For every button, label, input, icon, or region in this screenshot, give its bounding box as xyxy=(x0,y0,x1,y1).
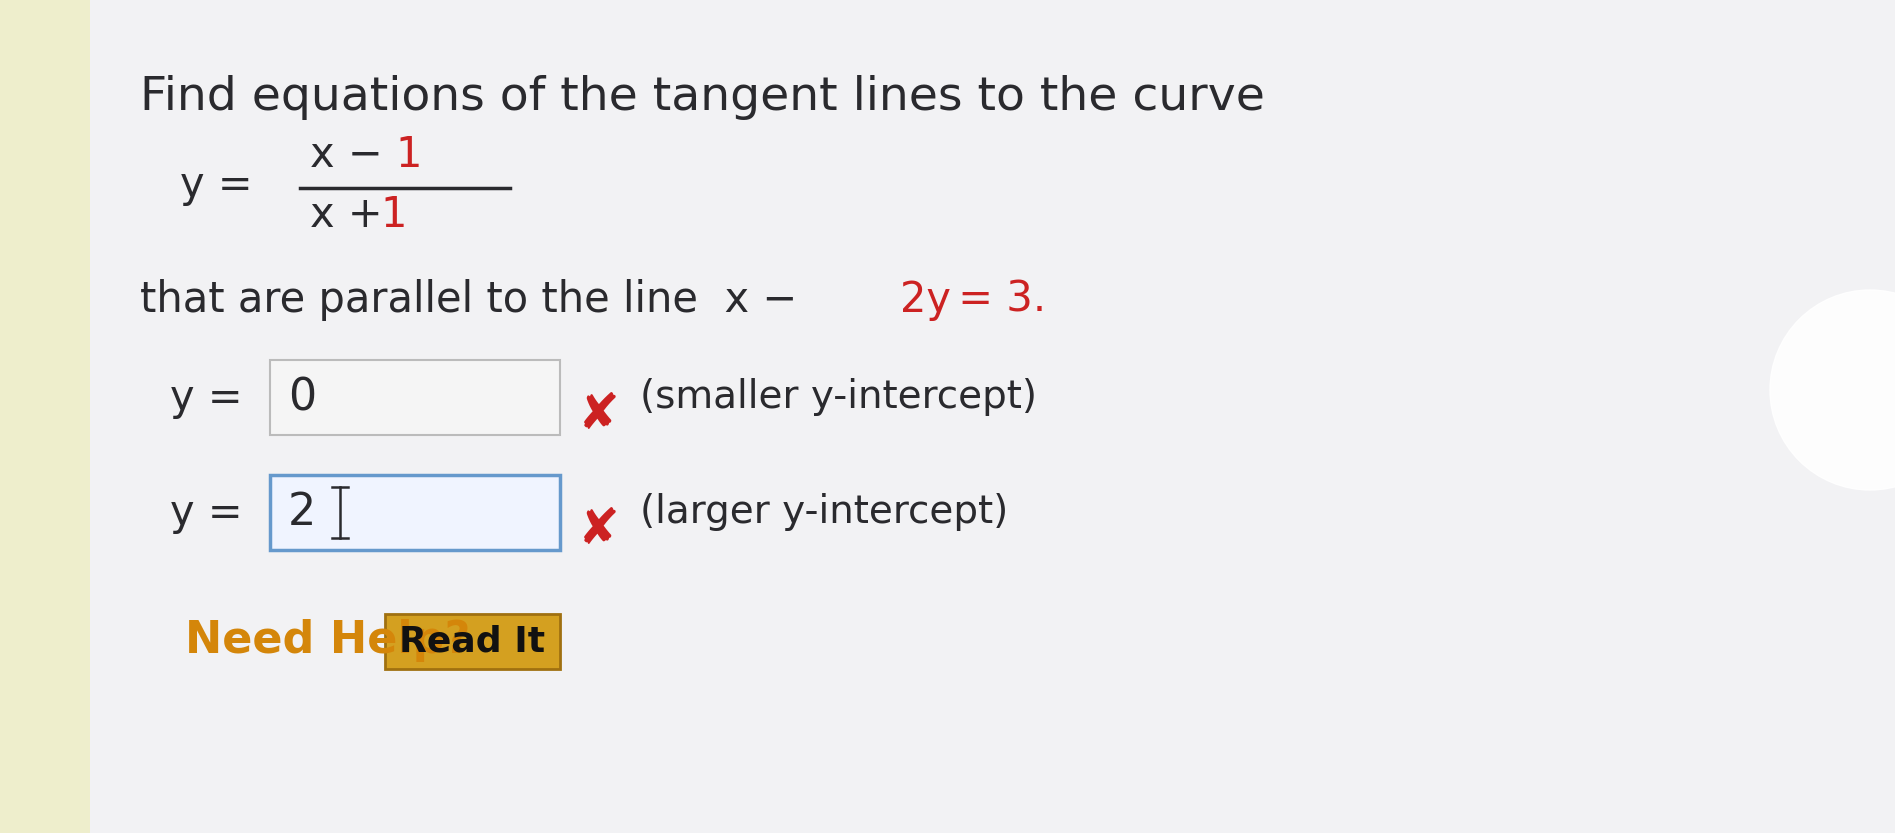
Text: ✘: ✘ xyxy=(578,391,620,439)
Text: Find equations of the tangent lines to the curve: Find equations of the tangent lines to t… xyxy=(140,75,1264,120)
FancyBboxPatch shape xyxy=(269,360,561,435)
FancyBboxPatch shape xyxy=(269,475,561,550)
Circle shape xyxy=(1770,290,1895,490)
Text: ✘: ✘ xyxy=(578,506,620,554)
Text: 1: 1 xyxy=(394,134,421,176)
Text: that are parallel to the line  x −: that are parallel to the line x − xyxy=(140,279,811,321)
Text: (larger y-intercept): (larger y-intercept) xyxy=(641,493,1008,531)
Text: (smaller y-intercept): (smaller y-intercept) xyxy=(641,378,1037,416)
Text: = 3.: = 3. xyxy=(946,279,1046,321)
Text: 0: 0 xyxy=(288,376,316,419)
Text: y =: y = xyxy=(171,377,243,418)
Text: Need Help?: Need Help? xyxy=(186,618,470,661)
Text: 2: 2 xyxy=(288,491,316,534)
Text: 1: 1 xyxy=(381,194,407,236)
Text: 2y: 2y xyxy=(900,279,951,321)
FancyBboxPatch shape xyxy=(385,614,561,669)
Text: y =: y = xyxy=(180,164,252,206)
Text: x +: x + xyxy=(311,194,396,236)
FancyBboxPatch shape xyxy=(0,0,89,833)
Text: x −: x − xyxy=(311,134,396,176)
Text: y =: y = xyxy=(171,491,243,533)
Text: Read It: Read It xyxy=(400,625,546,659)
